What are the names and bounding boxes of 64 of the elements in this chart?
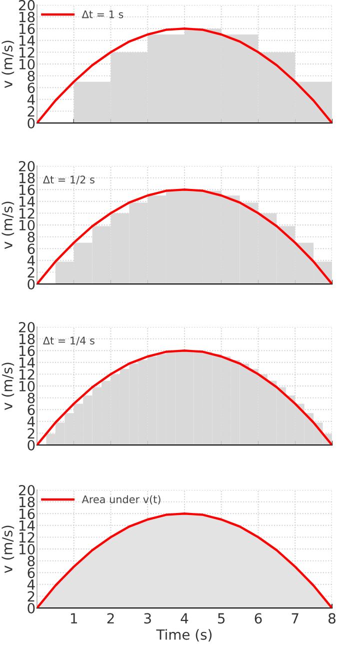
y-tick-label: 2 xyxy=(28,106,34,116)
y-tick-label: 12 xyxy=(19,369,34,380)
y-tick-label: 16 xyxy=(19,24,35,34)
y-tick-label: 14 xyxy=(19,520,35,531)
y-tick-label: 12 xyxy=(19,532,34,542)
y-axis-title: v (m/s) xyxy=(2,40,14,88)
y-tick-label: 2 xyxy=(28,428,34,438)
y-tick-label: 14 xyxy=(19,358,35,368)
x-tick-label: 4 xyxy=(180,613,188,624)
y-tick-label: 10 xyxy=(19,380,35,392)
y-tick-label: 6 xyxy=(28,404,35,416)
y-axis-title: v (m/s) xyxy=(2,362,14,410)
y-tick-label: 4 xyxy=(27,94,35,105)
y-tick-label: 2 xyxy=(28,591,34,602)
y-axis-title: v (m/s) xyxy=(2,202,14,250)
y-tick-label: 10 xyxy=(19,58,35,70)
y-tick-label: 6 xyxy=(28,82,35,94)
y-tick-label: 12 xyxy=(19,208,34,218)
y-tick-label: 0 xyxy=(28,602,35,614)
x-axis-title: Time (s) xyxy=(156,629,212,642)
annotation: Δt = 1/4 s xyxy=(42,336,94,346)
y-tick-label: 18 xyxy=(19,12,35,22)
y-tick-label: 6 xyxy=(28,568,35,578)
y-tick-label: 12 xyxy=(19,47,34,58)
y-tick-label: 4 xyxy=(27,416,35,427)
y-tick-label: 16 xyxy=(19,184,35,196)
legend-label: Area under v(t) xyxy=(82,495,160,504)
y-tick-label: 18 xyxy=(19,496,35,508)
y-tick-label: 8 xyxy=(28,556,35,566)
annotation: Δt = 1/2 s xyxy=(42,176,94,184)
x-tick-label: 5 xyxy=(218,613,225,624)
legend-label: Δt = 1 s xyxy=(82,10,124,18)
y-tick-label: 10 xyxy=(19,544,35,554)
y-tick-label: 18 xyxy=(19,334,35,344)
y-tick-label: 20 xyxy=(18,160,35,172)
y-tick-label: 8 xyxy=(28,392,35,404)
y-tick-label: 0 xyxy=(28,278,35,290)
line-series xyxy=(37,188,332,284)
x-tick-label: 2 xyxy=(107,613,114,624)
y-tick-label: 20 xyxy=(18,322,35,332)
y-tick-label: 6 xyxy=(28,244,35,254)
y-axis-title: v (m/s) xyxy=(2,526,14,574)
y-tick-label: 4 xyxy=(27,256,35,266)
x-tick-label: 6 xyxy=(254,613,262,624)
y-tick-label: 20 xyxy=(18,0,35,10)
y-tick-label: 18 xyxy=(19,172,35,184)
y-tick-label: 20 xyxy=(18,484,35,496)
y-tick-label: 4 xyxy=(27,580,35,590)
x-tick-label: 1 xyxy=(70,613,78,624)
y-tick-label: 14 xyxy=(19,36,35,46)
x-tick-label: 8 xyxy=(328,613,336,624)
line-series xyxy=(37,27,332,123)
y-tick-label: 8 xyxy=(28,70,35,82)
y-tick-label: 16 xyxy=(19,346,35,356)
y-tick-label: 16 xyxy=(19,508,35,520)
y-tick-label: 10 xyxy=(19,220,35,230)
y-tick-label: 2 xyxy=(28,267,34,278)
x-tick-label: 3 xyxy=(144,613,151,624)
x-tick-label: 7 xyxy=(292,613,298,624)
line-series xyxy=(37,349,332,445)
y-tick-label: 0 xyxy=(28,440,35,450)
y-tick-label: 8 xyxy=(28,232,35,242)
y-tick-label: 14 xyxy=(19,196,35,207)
y-tick-label: 0 xyxy=(28,118,35,128)
